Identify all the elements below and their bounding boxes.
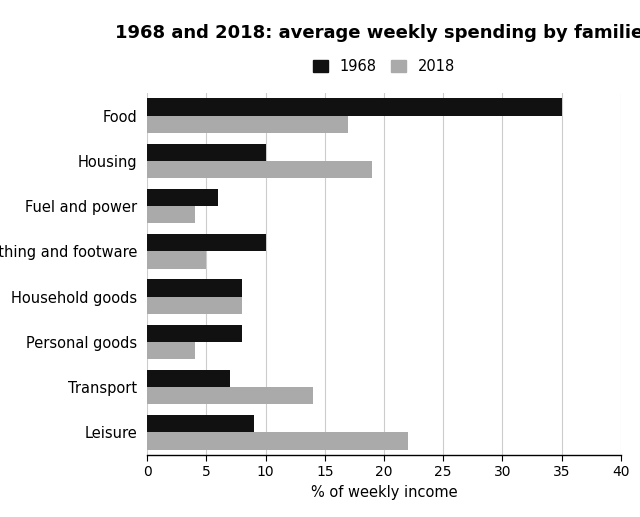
X-axis label: % of weekly income: % of weekly income [310,485,458,500]
Bar [147,415,253,432]
Bar [147,279,242,297]
Bar [147,161,372,178]
Bar [147,98,562,116]
Title: 1968 and 2018: average weekly spending by families: 1968 and 2018: average weekly spending b… [115,23,640,41]
Bar [147,325,242,342]
Bar [147,189,218,206]
Bar [147,297,242,314]
Bar [147,234,266,251]
Bar [147,206,195,223]
Bar [147,370,230,387]
Bar [147,387,313,404]
Bar [147,144,266,161]
Legend: 1968, 2018: 1968, 2018 [307,53,461,80]
Bar [147,251,206,268]
Bar [147,432,408,449]
Bar [147,116,349,133]
Bar [147,342,195,359]
